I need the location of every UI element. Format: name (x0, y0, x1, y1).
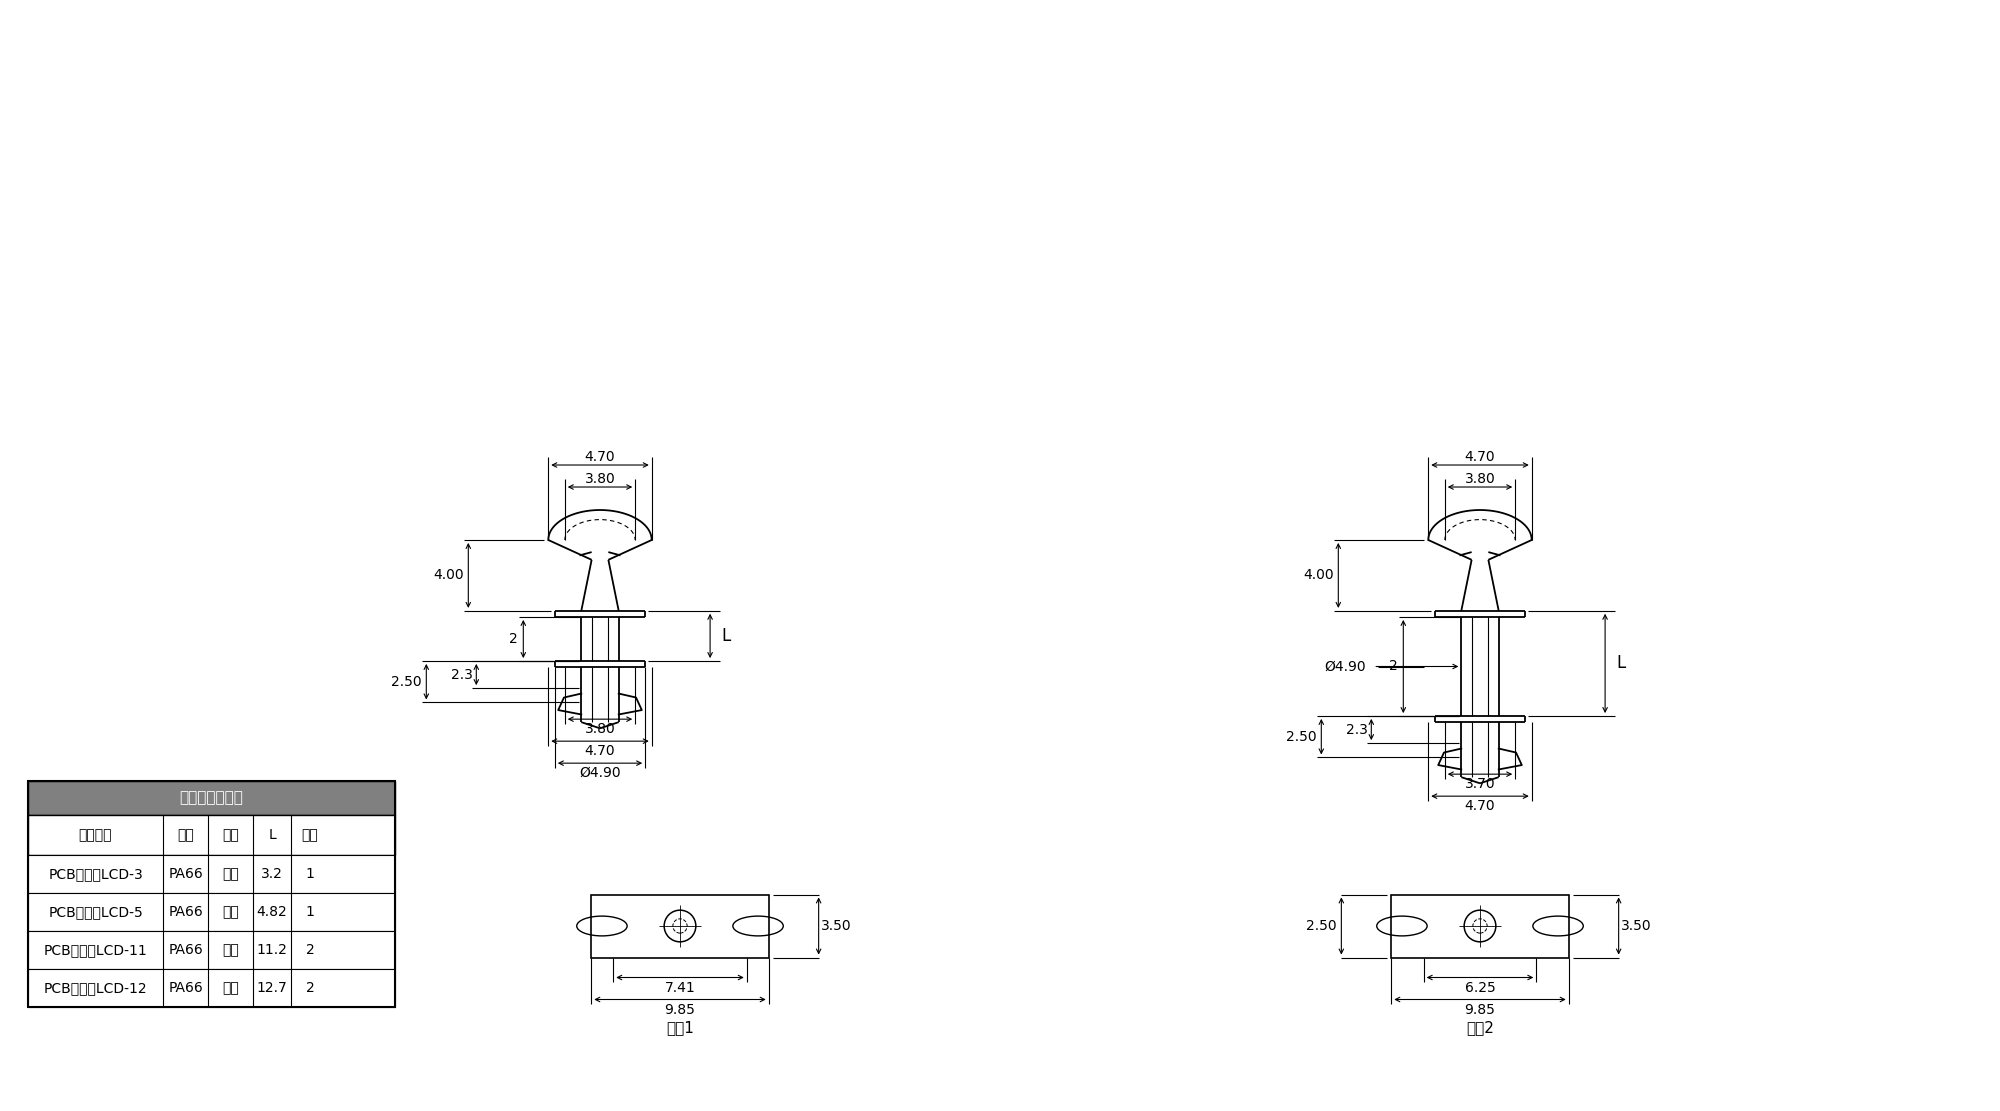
Bar (28, 781, 396, 1007)
Bar (28, 781, 396, 815)
Text: 图示1: 图示1 (666, 1020, 694, 1035)
Text: 颜色: 颜色 (222, 828, 238, 842)
Text: PCB间隔柱LCD-5: PCB间隔柱LCD-5 (48, 905, 142, 919)
Text: 图示2: 图示2 (1466, 1020, 1494, 1035)
Text: 9.85: 9.85 (1464, 1002, 1496, 1017)
Text: 2: 2 (306, 943, 314, 957)
Text: 3.80: 3.80 (1464, 472, 1496, 486)
Text: 3.80: 3.80 (584, 722, 616, 737)
Text: 本色: 本色 (222, 943, 238, 957)
Text: PA66: PA66 (168, 943, 202, 957)
Text: 图示: 图示 (302, 828, 318, 842)
Text: 2.50: 2.50 (390, 674, 422, 689)
Bar (28, 893, 396, 931)
Text: 2: 2 (1388, 660, 1398, 673)
Text: 本色: 本色 (222, 981, 238, 995)
Text: 4.70: 4.70 (584, 450, 616, 464)
Text: 11.2: 11.2 (256, 943, 288, 957)
Text: 9.85: 9.85 (664, 1002, 696, 1017)
Text: 3.50: 3.50 (822, 919, 852, 933)
Text: PCB间隔柱LCD-3: PCB间隔柱LCD-3 (48, 867, 142, 881)
Text: L: L (268, 828, 276, 842)
Text: 2.50: 2.50 (1286, 730, 1316, 743)
Text: 12.7: 12.7 (256, 981, 288, 995)
Bar (592, 894, 768, 958)
Bar (1392, 894, 1568, 958)
Text: 产品编号: 产品编号 (78, 828, 112, 842)
Bar (28, 969, 396, 1007)
Bar (28, 815, 396, 855)
Text: Ø4.90: Ø4.90 (1324, 660, 1366, 673)
Text: 1: 1 (306, 905, 314, 919)
Text: 2: 2 (508, 632, 518, 645)
Text: 3.50: 3.50 (1622, 919, 1652, 933)
Text: 4.00: 4.00 (1302, 569, 1334, 582)
Text: Ø4.90: Ø4.90 (580, 767, 620, 780)
Text: 6.25: 6.25 (1464, 981, 1496, 994)
Text: PCB间隔柱LCD-11: PCB间隔柱LCD-11 (44, 943, 148, 957)
Text: PA66: PA66 (168, 905, 202, 919)
Text: 2: 2 (306, 981, 314, 995)
Text: 本色: 本色 (222, 905, 238, 919)
Text: PCB间隔柱LCD-12: PCB间隔柱LCD-12 (44, 981, 148, 995)
Text: 3.80: 3.80 (584, 472, 616, 486)
Text: 4.70: 4.70 (1464, 450, 1496, 464)
Text: 材料: 材料 (178, 828, 194, 842)
Bar (28, 931, 396, 969)
Text: 1: 1 (306, 867, 314, 881)
Text: PA66: PA66 (168, 981, 202, 995)
Text: L: L (722, 627, 730, 644)
Text: 3.70: 3.70 (1464, 778, 1496, 791)
Text: 产品零件明细表: 产品零件明细表 (180, 791, 244, 805)
Text: PA66: PA66 (168, 867, 202, 881)
Text: 2.3: 2.3 (452, 668, 474, 681)
Text: 4.82: 4.82 (256, 905, 288, 919)
Text: 7.41: 7.41 (664, 981, 696, 994)
Text: 4.70: 4.70 (584, 744, 616, 758)
Bar (28, 855, 396, 893)
Text: 本色: 本色 (222, 867, 238, 881)
Text: 3.2: 3.2 (262, 867, 282, 881)
Text: 2.50: 2.50 (1306, 919, 1336, 933)
Text: 4.70: 4.70 (1464, 799, 1496, 813)
Text: 2.3: 2.3 (1346, 722, 1368, 737)
Text: 4.00: 4.00 (432, 569, 464, 582)
Text: L: L (1616, 654, 1626, 672)
